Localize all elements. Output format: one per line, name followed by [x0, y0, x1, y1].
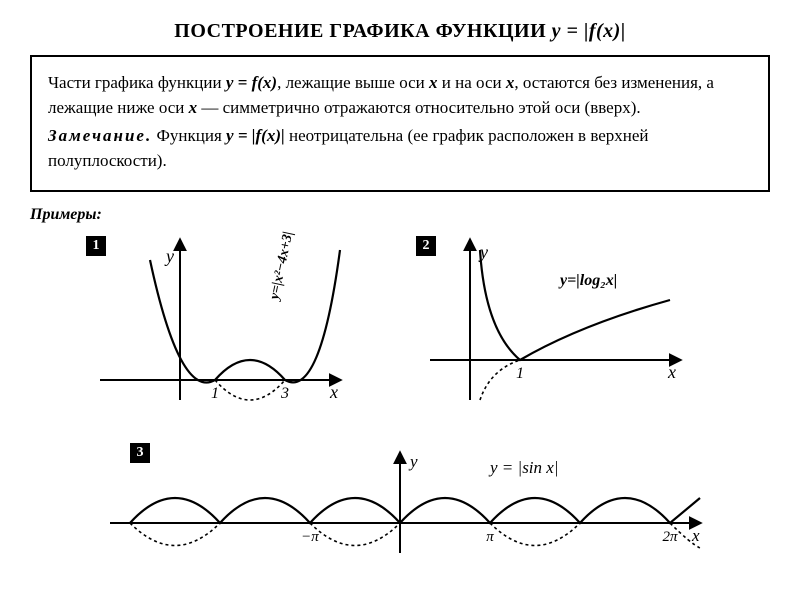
svg-text:y = |sin x|: y = |sin x| [488, 458, 559, 477]
example-3: 3 −π π 2π y x y = |sin x| [90, 443, 770, 578]
examples-section: Примеры: 1 1 3 y x y=|x²−4x+3| 2 1 y x y=|log₂x… [30, 206, 770, 578]
svg-text:π: π [486, 529, 494, 545]
chart-1: 1 3 y x y=|x²−4x+3| [90, 230, 350, 430]
svg-text:x: x [667, 362, 676, 382]
svg-text:1: 1 [516, 365, 524, 382]
svg-text:1: 1 [211, 385, 219, 402]
rule-paragraph: Части графика функции y = f(x), лежащие … [48, 71, 752, 120]
svg-text:y=|log₂x|: y=|log₂x| [558, 272, 617, 289]
svg-text:3: 3 [280, 385, 289, 402]
svg-text:x: x [329, 382, 338, 402]
svg-text:y: y [408, 452, 418, 471]
remark-paragraph: Замечание. Функция y = |f(x)| неотрицате… [48, 124, 752, 173]
example-1: 1 1 3 y x y=|x²−4x+3| [90, 230, 350, 435]
badge-3: 3 [130, 443, 150, 463]
title-text: ПОСТРОЕНИЕ ГРАФИКА ФУНКЦИИ [174, 20, 551, 42]
svg-text:y=|x²−4x+3|: y=|x²−4x+3| [267, 230, 296, 303]
svg-text:2π: 2π [662, 529, 678, 545]
remark-label: Замечание. [48, 126, 152, 145]
svg-text:y: y [164, 246, 174, 266]
svg-text:−π: −π [301, 529, 319, 545]
svg-text:x: x [691, 526, 700, 545]
badge-1: 1 [86, 236, 106, 256]
chart-3: −π π 2π y x y = |sin x| [90, 443, 710, 573]
examples-label: Примеры: [30, 206, 102, 223]
svg-text:y: y [478, 242, 488, 262]
chart-2: 1 y x y=|log₂x| [410, 230, 690, 420]
page-title: ПОСТРОЕНИЕ ГРАФИКА ФУНКЦИИ y = |f(x)| [30, 20, 770, 43]
badge-2: 2 [416, 236, 436, 256]
example-2: 2 1 y x y=|log₂x| [410, 230, 690, 435]
rule-box: Части графика функции y = f(x), лежащие … [30, 55, 770, 192]
title-formula: y = |f(x)| [552, 20, 626, 42]
